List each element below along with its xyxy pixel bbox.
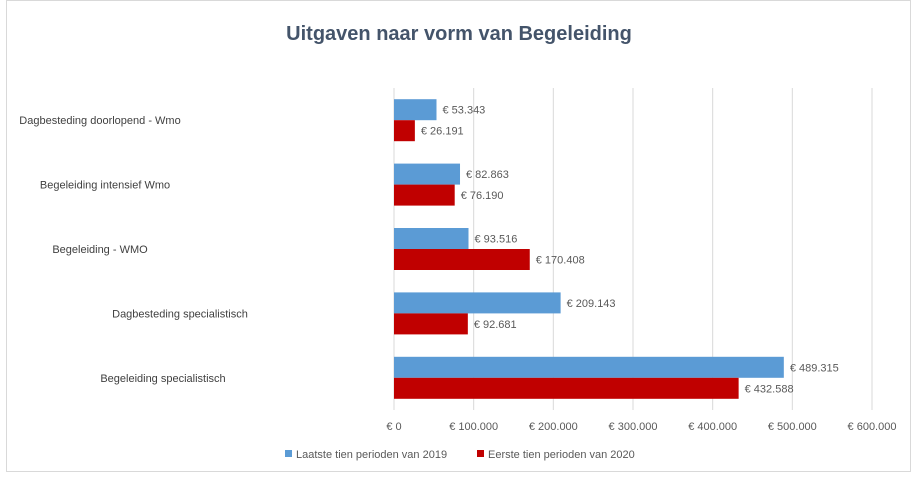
bar — [394, 313, 468, 335]
x-tick-label: € 100.000 — [449, 421, 498, 433]
bar — [394, 184, 455, 206]
chart-title: Uitgaven naar vorm van Begeleiding — [286, 23, 632, 45]
bar — [394, 292, 561, 314]
bar — [394, 120, 415, 142]
category-label: Begeleiding specialistisch — [100, 373, 225, 385]
bar — [394, 99, 437, 121]
x-tick-label: € 500.000 — [768, 421, 817, 433]
legend-label: Eerste tien perioden van 2020 — [488, 449, 635, 461]
bar — [394, 377, 739, 399]
category-label: Begeleiding - WMO — [52, 244, 148, 256]
data-label: € 489.315 — [790, 362, 839, 374]
legend-swatch — [285, 450, 292, 457]
bar — [394, 163, 461, 185]
legend-swatch — [477, 450, 484, 457]
x-tick-label: € 200.000 — [529, 421, 578, 433]
data-label: € 82.863 — [466, 169, 509, 181]
x-tick-label: € 300.000 — [609, 421, 658, 433]
x-tick-label: € 400.000 — [688, 421, 737, 433]
x-tick-label: € 600.000 — [848, 421, 897, 433]
chart-frame — [6, 0, 911, 472]
category-label: Begeleiding intensief Wmo — [40, 180, 170, 192]
data-label: € 26.191 — [421, 126, 464, 138]
category-label: Dagbesteding specialistisch — [112, 308, 248, 320]
category-label: Dagbesteding doorlopend - Wmo — [19, 115, 180, 127]
data-label: € 432.588 — [745, 383, 794, 395]
data-label: € 92.681 — [474, 319, 517, 331]
data-label: € 209.143 — [567, 298, 616, 310]
data-label: € 170.408 — [536, 255, 585, 267]
bar — [394, 356, 784, 378]
data-label: € 76.190 — [461, 190, 504, 202]
data-label: € 53.343 — [442, 105, 485, 117]
bar — [394, 228, 469, 249]
x-tick-label: € 0 — [386, 421, 401, 433]
data-label: € 93.516 — [475, 234, 518, 246]
legend-label: Laatste tien perioden van 2019 — [296, 449, 447, 461]
bar — [394, 249, 530, 270]
